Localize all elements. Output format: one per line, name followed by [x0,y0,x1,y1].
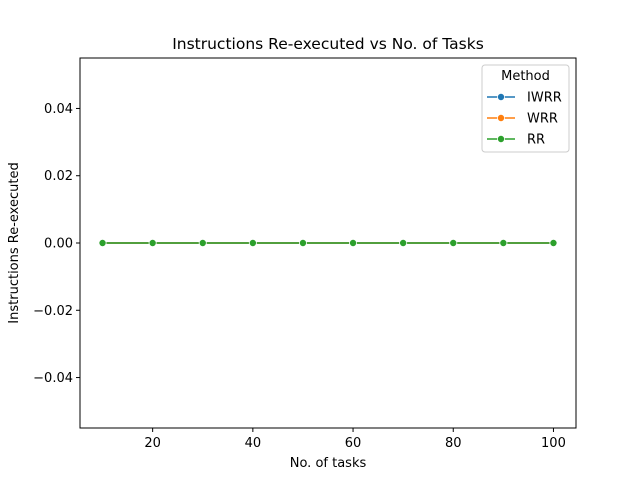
legend-label: WRR [527,112,558,127]
data-point [298,238,307,247]
legend-entry-iwrr: IWRR [487,91,562,106]
x-axis: 20 40 60 80 100 [144,428,566,451]
x-tick-label: 100 [541,436,566,451]
legend-label: RR [527,133,545,148]
data-point [349,238,358,247]
legend-marker [496,134,505,143]
legend-entry-wrr: WRR [487,112,558,127]
legend: Method IWRR WRR RR [481,64,570,153]
x-tick-label: 80 [445,436,462,451]
x-tick-label: 40 [245,436,262,451]
data-point [148,238,157,247]
legend-marker [496,114,505,123]
chart-title: Instructions Re-executed vs No. of Tasks [172,35,484,53]
data-point [499,238,508,247]
data-point [248,238,257,247]
series-rr [98,238,558,247]
x-tick-label: 20 [144,436,161,451]
legend-entries: IWRR WRR RR [487,91,562,148]
y-axis-label: Instructions Re-executed [7,162,22,323]
x-tick-label: 60 [345,436,362,451]
y-tick-label: 0.04 [44,102,73,117]
data-point [449,238,458,247]
legend-title: Method [501,69,550,84]
legend-marker [496,93,505,102]
x-axis-label: No. of tasks [290,456,367,471]
y-tick-label: −0.02 [33,304,73,319]
data-point [549,238,558,247]
y-tick-label: 0.02 [44,169,73,184]
legend-entry-rr: RR [487,133,545,148]
data-point [98,238,107,247]
y-axis: −0.04 −0.02 0.00 0.02 0.04 [33,102,80,386]
y-tick-label: 0.00 [44,237,73,252]
data-point [399,238,408,247]
legend-label: IWRR [527,91,562,106]
y-tick-label: −0.04 [33,371,73,386]
legend-box [481,64,570,153]
series-layer [98,238,558,247]
data-point [198,238,207,247]
